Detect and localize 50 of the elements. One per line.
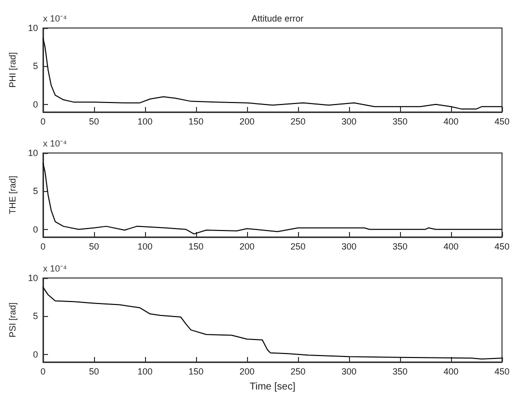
x-tick-label: 300 [341,242,357,252]
y-tick-label: 5 [32,186,38,196]
x-tick-label: 100 [137,242,153,252]
y-tick-label: 5 [32,311,38,322]
y-tick-label: 0 [32,224,38,234]
text: x 10⁻⁴ [43,138,68,148]
y-axis-title: THE [rad] [8,176,18,214]
y-tick-label: 5 [32,61,38,72]
text: x 10⁻⁴ [43,14,68,24]
x-tick-label: 350 [392,116,408,126]
x-tick-label: 200 [239,366,255,376]
x-tick-label: 200 [239,116,255,126]
x-tick-label: 400 [443,242,459,252]
x-tick-label: 50 [88,242,100,252]
text: x 10⁻⁴ [43,264,68,274]
x-tick-label: 250 [290,366,306,376]
x-tick-label: 50 [88,366,100,376]
x-tick-label: 150 [188,116,204,126]
x-tick-label: 300 [341,366,357,376]
x-tick-label: 100 [137,116,153,126]
x-tick-label: 150 [188,242,204,252]
x-tick-label: 200 [239,242,255,252]
x-tick-label: 400 [443,366,459,376]
line-series [42,162,502,234]
x-tick-label: 0 [40,366,46,376]
x-tick-label: 450 [494,116,510,126]
line-series [42,286,502,360]
x-tick-label: 350 [392,366,408,376]
x-tick-label: 0 [40,116,46,126]
x-tick-label: 0 [40,242,46,252]
y-tick-label: 0 [32,349,38,360]
x-tick-label: 450 [494,366,510,376]
y-tick-label: 10 [28,273,38,283]
x-tick-label: 350 [392,242,408,252]
x-tick-label: 250 [290,242,306,252]
y-tick-label: 10 [28,23,38,33]
y-tick-label: 0 [32,99,38,110]
x-tick-label: 50 [88,116,100,126]
x-tick-label: 100 [137,366,153,376]
x-tick-label: 300 [341,116,357,126]
x-tick-label: 250 [290,116,306,126]
y-axis-title: PHI [rad] [8,52,18,88]
y-tick-label: 10 [28,148,38,158]
x-tick-label: 150 [188,366,204,376]
line-series [42,37,502,110]
y-axis-title: PSI [rad] [8,302,18,338]
chart-title: Attitude error [251,14,304,24]
x-tick-label: 450 [494,242,510,252]
x-axis-title: Time [sec] [250,382,296,392]
x-tick-label: 400 [443,116,459,126]
